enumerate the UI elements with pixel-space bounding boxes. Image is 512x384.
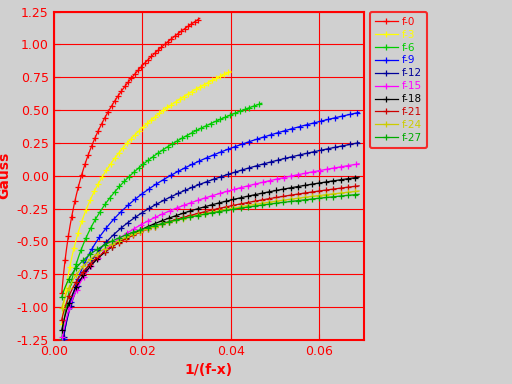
f-15 xyxy=(59,335,66,340)
Line: f-3: f-3 xyxy=(59,69,233,327)
f-18 xyxy=(349,176,355,180)
f-27 xyxy=(200,212,206,217)
f-12 xyxy=(353,141,359,146)
f-18 xyxy=(236,196,242,200)
f-9 xyxy=(141,190,147,195)
f-24 xyxy=(349,189,355,194)
f-3 xyxy=(139,126,145,130)
f-21 xyxy=(200,210,206,214)
f-24 xyxy=(236,205,242,209)
f-6 xyxy=(254,103,260,107)
f-24 xyxy=(59,306,65,311)
f-6 xyxy=(178,137,184,141)
f-6 xyxy=(155,151,161,156)
f-15 xyxy=(289,174,295,178)
f-18 xyxy=(220,200,226,204)
f-15 xyxy=(356,162,362,166)
f-27 xyxy=(59,295,65,300)
f-27 xyxy=(303,197,309,202)
Line: f-6: f-6 xyxy=(59,101,265,342)
f-15 xyxy=(94,256,100,261)
f-0 xyxy=(59,291,65,296)
f-3 xyxy=(159,109,165,114)
f-3 xyxy=(197,84,203,89)
f-0 xyxy=(124,81,131,86)
f-21 xyxy=(220,205,226,210)
f-12 xyxy=(109,234,115,239)
f-12 xyxy=(283,156,289,161)
f-6 xyxy=(259,101,265,106)
f-3 xyxy=(228,69,234,74)
f-9 xyxy=(356,110,362,115)
Line: f-27: f-27 xyxy=(59,192,362,300)
f-6 xyxy=(154,152,160,156)
f-9 xyxy=(315,119,321,124)
f-9 xyxy=(353,111,359,115)
f-24 xyxy=(303,195,309,200)
f-3 xyxy=(59,321,65,326)
f-18 xyxy=(59,328,65,333)
f-21 xyxy=(349,184,355,189)
f-15 xyxy=(114,238,120,243)
f-21 xyxy=(236,202,242,207)
Line: f-12: f-12 xyxy=(61,140,362,340)
f-12 xyxy=(243,166,249,171)
f-18 xyxy=(303,183,309,187)
Legend: f-0, f-3, f-6, f-9, f-12, f-15, f-18, f-21, f-24, f-27: f-0, f-3, f-6, f-9, f-12, f-15, f-18, f-… xyxy=(370,12,428,148)
f-9 xyxy=(109,219,115,224)
f-3 xyxy=(150,116,156,121)
f-6 xyxy=(167,143,173,147)
f-27 xyxy=(236,206,242,211)
f-12 xyxy=(141,209,147,214)
f-24 xyxy=(200,212,206,216)
f-18 xyxy=(356,175,362,179)
f-27 xyxy=(220,209,226,213)
X-axis label: 1/(f-x): 1/(f-x) xyxy=(185,363,232,377)
f-27 xyxy=(349,193,355,197)
f-0 xyxy=(194,18,200,23)
f-15 xyxy=(152,215,158,220)
f-9 xyxy=(243,140,249,145)
Line: f-9: f-9 xyxy=(61,109,362,341)
f-21 xyxy=(303,190,309,195)
f-0 xyxy=(197,16,203,21)
f-18 xyxy=(200,205,206,210)
f-21 xyxy=(356,184,362,188)
f-24 xyxy=(356,189,362,193)
Y-axis label: Gauss: Gauss xyxy=(0,152,11,199)
f-21 xyxy=(59,318,65,322)
f-3 xyxy=(140,125,146,129)
f-12 xyxy=(60,335,67,339)
f-27 xyxy=(202,212,208,217)
f-15 xyxy=(321,167,327,172)
Line: f-21: f-21 xyxy=(59,183,362,323)
f-27 xyxy=(356,192,362,197)
f-12 xyxy=(315,149,321,153)
f-9 xyxy=(283,128,289,133)
Line: f-0: f-0 xyxy=(59,16,203,296)
f-3 xyxy=(224,71,230,76)
f-0 xyxy=(172,34,178,38)
f-6 xyxy=(223,115,229,119)
f-0 xyxy=(133,70,139,74)
Line: f-18: f-18 xyxy=(59,174,362,333)
f-0 xyxy=(125,80,131,84)
Line: f-24: f-24 xyxy=(59,188,362,311)
f-0 xyxy=(141,62,147,66)
f-18 xyxy=(202,204,208,209)
f-24 xyxy=(220,208,226,212)
f-6 xyxy=(59,337,65,341)
f-12 xyxy=(356,141,362,145)
f-15 xyxy=(212,193,218,197)
Line: f-15: f-15 xyxy=(59,161,362,340)
f-24 xyxy=(202,211,208,216)
f-9 xyxy=(60,336,67,341)
f-21 xyxy=(202,209,208,214)
